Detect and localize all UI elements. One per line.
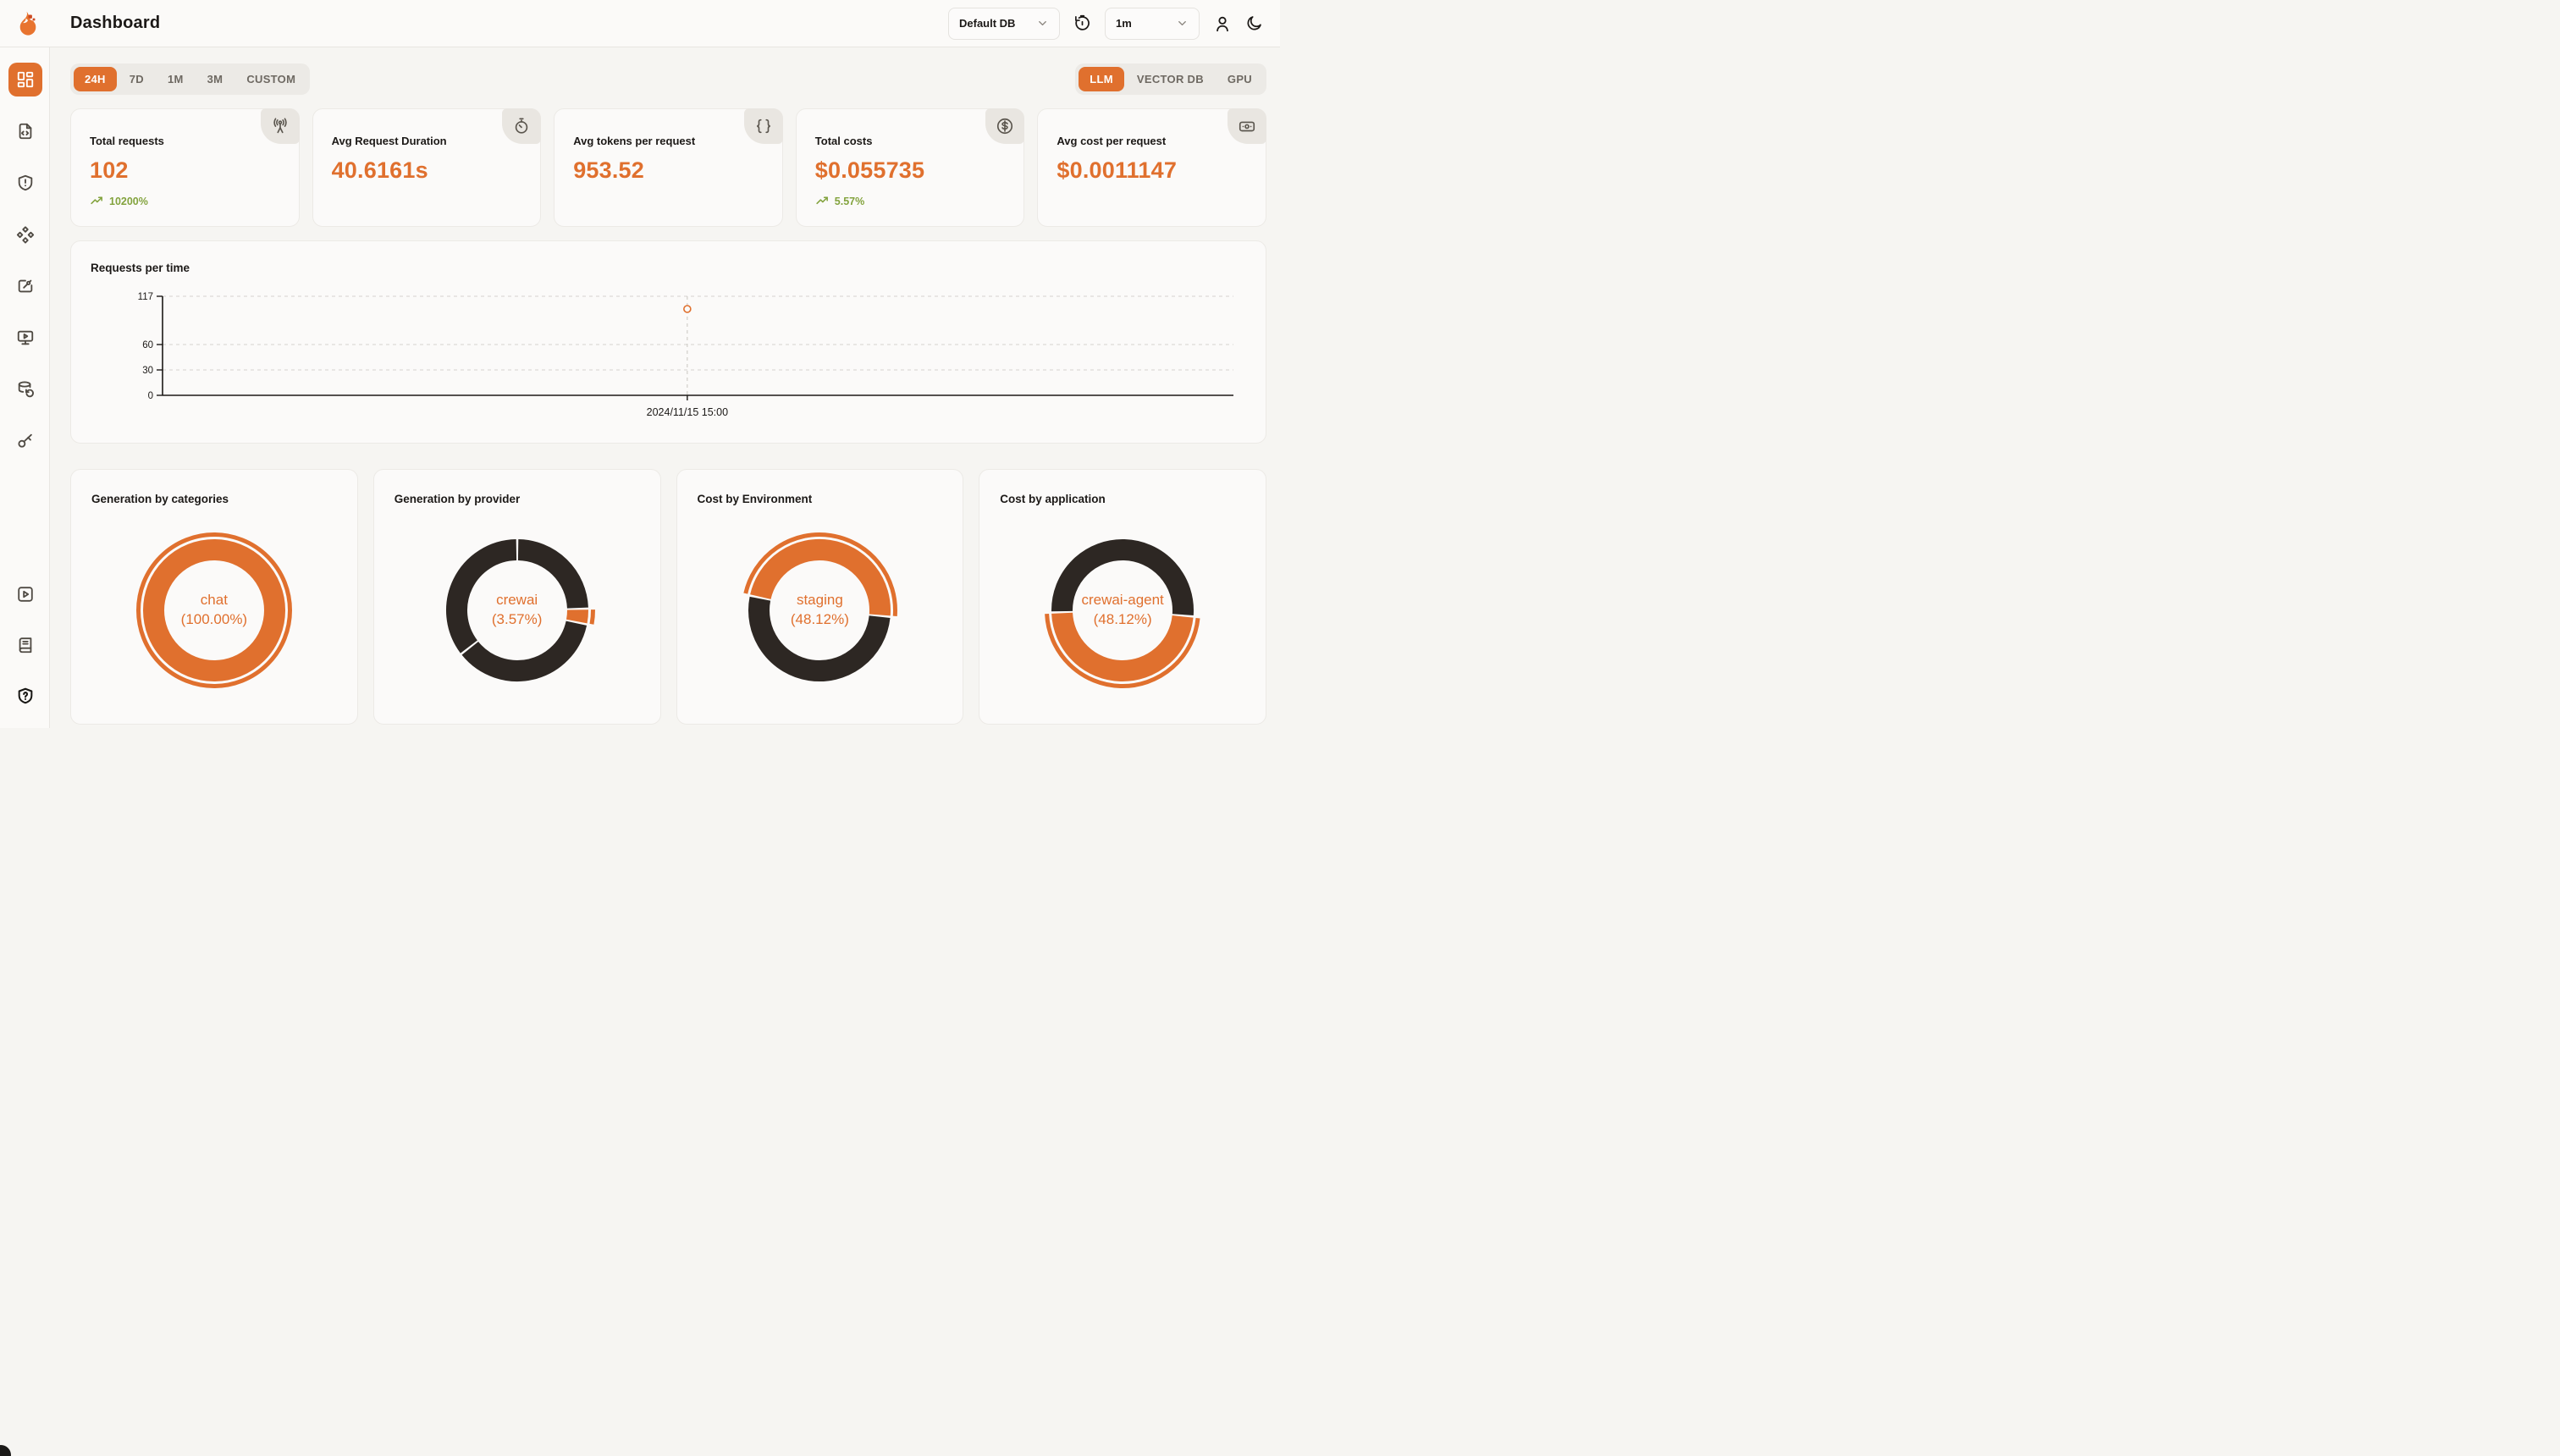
donut-card-cost-application: Cost by application crewai-agent (48.12%… [979, 469, 1266, 725]
svg-text:117: 117 [138, 292, 153, 302]
source-tabs: LLM VECTOR DB GPU [1075, 63, 1266, 95]
database-backup-icon [18, 381, 34, 398]
banknote-icon [1228, 108, 1266, 144]
sidebar-item-documentation[interactable] [8, 628, 42, 662]
database-select-value: Default DB [959, 17, 1016, 30]
stat-title: Avg cost per request [1057, 135, 1167, 147]
stat-value: 953.52 [573, 157, 644, 183]
sidebar-item-api-keys[interactable] [8, 424, 42, 458]
stat-value: $0.0011147 [1057, 157, 1178, 183]
sidebar-item-getting-started[interactable] [8, 577, 42, 611]
sidebar-nav [0, 47, 50, 728]
braces-icon [743, 108, 783, 144]
database-select[interactable]: Default DB [948, 7, 1060, 40]
donut-title: Generation by categories [91, 493, 229, 505]
stat-card-avg-duration: Avg Request Duration 40.6161s [312, 108, 542, 227]
donut-card-generation-provider: Generation by provider crewai (3.57%) [372, 469, 661, 725]
svg-text:60: 60 [142, 340, 153, 350]
sidebar-item-database[interactable] [8, 372, 42, 406]
main-content: 24H 7D 1M 3M CUSTOM LLM VECTOR DB GPU To… [50, 47, 1280, 725]
stat-card-total-requests: Total requests 102 10200% [70, 108, 300, 227]
svg-text:30: 30 [142, 366, 153, 376]
trending-up-icon [91, 196, 102, 205]
requests-line-chart[interactable]: 0 30 60 117 2024/11/15 15:00 [91, 281, 1244, 435]
svg-text:0: 0 [148, 391, 153, 401]
refresh-interval-select[interactable]: 1m [1105, 7, 1200, 40]
circle-dollar-icon [985, 108, 1025, 144]
sidebar-item-playground[interactable] [8, 321, 42, 355]
dark-mode-toggle-icon[interactable] [1245, 14, 1263, 32]
shield-alert-icon [18, 174, 32, 191]
stat-value: 40.6161s [331, 157, 428, 183]
top-header: Dashboard Default DB 1m [0, 0, 1280, 47]
requests-per-time-panel: Requests per time 0 30 60 117 2024/11/15 15:… [70, 240, 1266, 444]
sidebar-item-support[interactable] [8, 679, 42, 713]
stat-title: Total requests [90, 135, 164, 147]
cost-environment-donut[interactable] [739, 530, 900, 691]
square-play-icon [17, 587, 33, 602]
diamonds-grid-icon [16, 226, 34, 244]
stat-title: Total costs [814, 135, 873, 147]
stat-value: 102 [90, 157, 129, 183]
stat-delta: 10200% [90, 194, 299, 208]
chevron-down-icon [1036, 17, 1049, 30]
book-icon [19, 637, 31, 654]
tab-gpu[interactable]: GPU [1227, 73, 1252, 85]
generation-provider-donut[interactable] [437, 530, 598, 691]
refresh-interval-value: 1m [1116, 17, 1132, 30]
sidebar-item-prompts[interactable] [8, 218, 42, 251]
app-logo[interactable] [0, 10, 50, 37]
radio-tower-icon [260, 108, 300, 144]
flame-logo-icon [19, 11, 36, 36]
sidebar-item-dashboard[interactable] [8, 63, 42, 97]
tab-24h[interactable]: 24H [74, 67, 117, 91]
donut-title: Cost by Environment [697, 493, 813, 505]
chart-title: Requests per time [91, 262, 190, 274]
generation-categories-donut[interactable] [134, 530, 295, 691]
stat-card-total-costs: Total costs $0.055735 5.57% [795, 108, 1025, 227]
tab-vector-db[interactable]: VECTOR DB [1136, 73, 1204, 85]
donut-card-cost-environment: Cost by Environment staging (48.12%) [676, 469, 964, 725]
monitor-play-icon [17, 330, 33, 345]
dev-indicator-badge[interactable] [0, 1445, 11, 1456]
time-range-tabs: 24H 7D 1M 3M CUSTOM [70, 63, 311, 95]
tab-llm[interactable]: LLM [1079, 67, 1124, 91]
tab-custom[interactable]: CUSTOM [246, 73, 296, 85]
board-pen-icon [18, 279, 32, 293]
stats-row: Total requests 102 10200% Avg Request Du… [70, 108, 1266, 227]
key-icon [17, 433, 32, 448]
stat-value: $0.055735 [814, 157, 925, 183]
donuts-row: Generation by categories chat (100.00%) … [70, 469, 1266, 725]
stat-card-avg-tokens: Avg tokens per request 953.52 [554, 108, 783, 227]
svg-text:2024/11/15 15:00: 2024/11/15 15:00 [647, 406, 728, 418]
tab-1m[interactable]: 1M [167, 73, 184, 85]
stat-title: Avg tokens per request [573, 135, 696, 147]
donut-title: Generation by provider [394, 493, 521, 505]
donut-title: Cost by application [1000, 493, 1106, 505]
shield-question-icon [18, 687, 32, 704]
trending-up-icon [816, 196, 828, 205]
file-code-icon [19, 123, 31, 140]
chevron-down-icon [1176, 17, 1189, 30]
refresh-history-icon[interactable] [1073, 14, 1091, 32]
tab-3m[interactable]: 3M [207, 73, 223, 85]
page-title: Dashboard [70, 14, 161, 32]
sidebar-item-exceptions[interactable] [8, 166, 42, 200]
timer-icon [502, 108, 542, 144]
tab-7d[interactable]: 7D [129, 73, 144, 85]
donut-card-generation-categories: Generation by categories chat (100.00%) [70, 469, 358, 725]
layout-dashboard-icon [17, 71, 33, 88]
user-profile-icon[interactable] [1213, 14, 1232, 33]
stat-card-avg-cost: Avg cost per request $0.0011147 [1037, 108, 1266, 227]
stat-delta: 5.57% [815, 194, 1024, 208]
cost-application-donut[interactable] [1042, 530, 1203, 691]
sidebar-item-requests[interactable] [8, 114, 42, 148]
sidebar-item-evaluations[interactable] [8, 269, 42, 303]
stat-title: Avg Request Duration [331, 135, 447, 147]
